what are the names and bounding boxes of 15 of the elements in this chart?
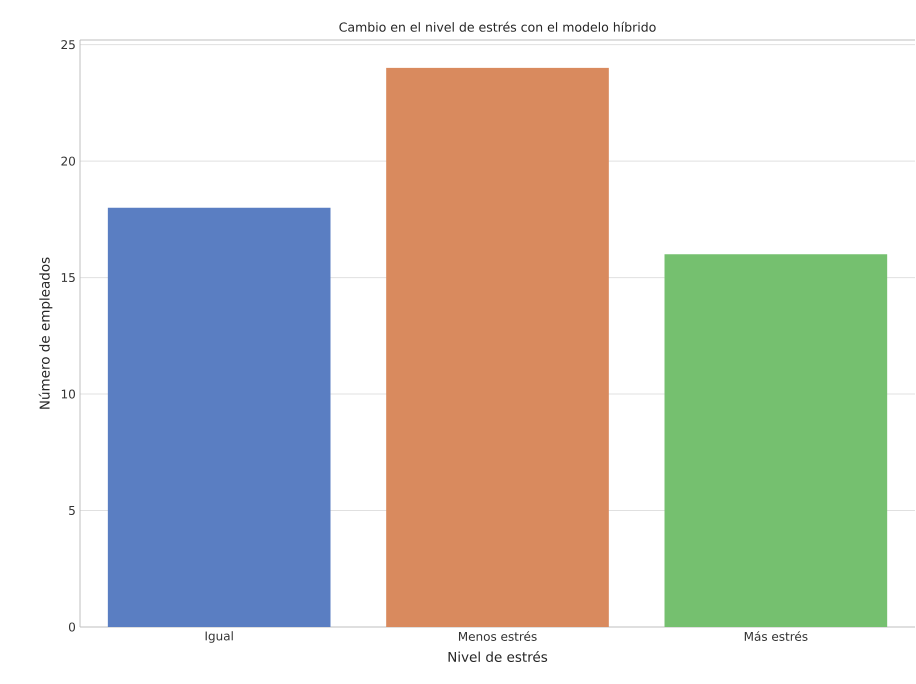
x-tick-label: Igual	[206, 631, 233, 643]
x-tick-label: Menos estrés	[458, 631, 537, 641]
chart-title: Cambio en el nivel de estrés con el modelo híbrido	[339, 22, 656, 32]
y-tick-label: 10	[62, 390, 76, 399]
x-axis-title: Nivel de estrés	[448, 650, 548, 662]
y-tick-label: 25	[61, 40, 75, 50]
x-tick-label: Más estrés	[744, 631, 808, 641]
bar	[664, 254, 888, 627]
bar	[386, 68, 609, 627]
y-tick-label: 15	[62, 273, 75, 282]
y-tick-label: 20	[61, 156, 76, 166]
y-axis-title: Número de empleados	[38, 258, 52, 409]
y-tick-label: 5	[69, 506, 75, 515]
y-tick-label: 0	[68, 622, 76, 632]
bar	[108, 208, 331, 627]
